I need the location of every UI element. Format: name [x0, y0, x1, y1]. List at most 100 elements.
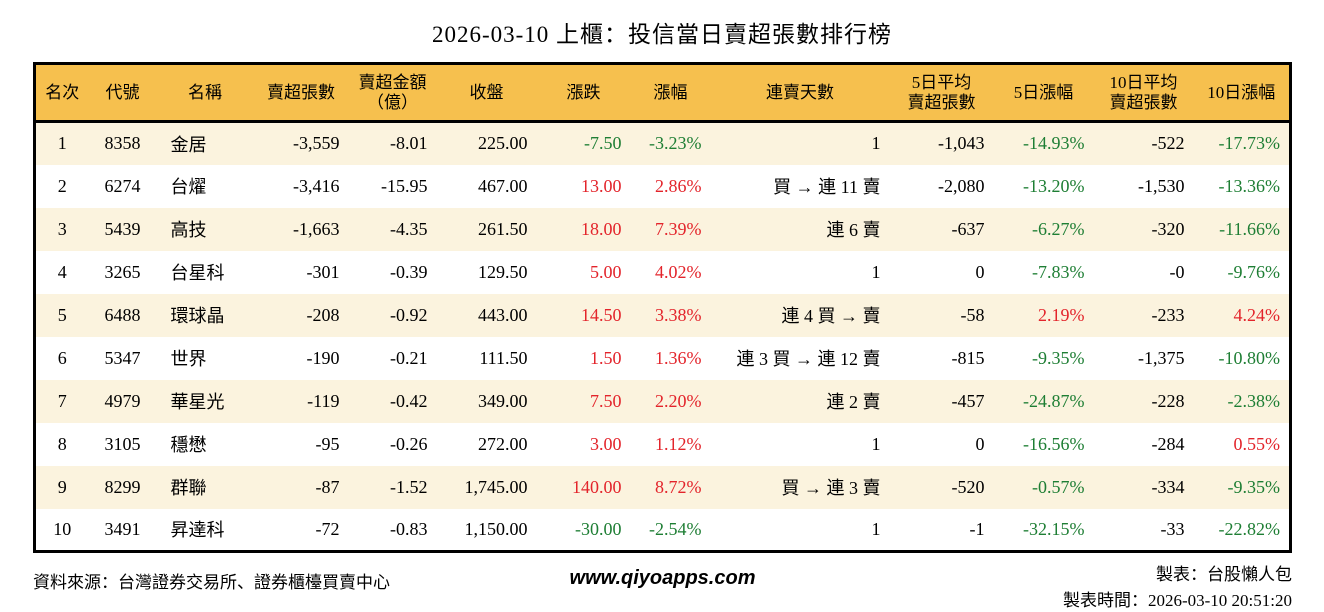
cell-net_sell: -1,663: [293, 218, 340, 239]
cell-pct10: -22.82%: [1218, 518, 1281, 539]
cell-change_pct: 1.36%: [655, 347, 702, 368]
cell-avg5: 0: [975, 433, 985, 454]
website-url: www.qiyoapps.com: [569, 567, 756, 589]
cell-name: 環球晶: [170, 306, 225, 326]
table-header: 名次 代號 名稱 賣超張數 賣超金額 （億） 收盤 漲跌 漲幅 連賣天數 5日平均 賣超張數 5日漲幅 1…: [34, 63, 1291, 123]
cell-close: 111.50: [479, 347, 528, 368]
cell-change_pct: 3.38%: [655, 304, 702, 325]
cell-amount: -0.42: [390, 390, 428, 411]
cell-name: 高技: [170, 220, 207, 240]
cell-change: 7.50: [590, 390, 622, 411]
cell-amount: -15.95: [381, 175, 428, 196]
column-header-change_pct: 漲幅: [630, 63, 711, 123]
cell-pct5: -24.87%: [1023, 390, 1085, 411]
cell-rank: 7: [57, 390, 67, 411]
cell-pct5: -7.83%: [1032, 261, 1085, 282]
cell-pct5: -9.35%: [1032, 347, 1085, 368]
cell-amount: -0.39: [390, 261, 428, 282]
cell-streak: 1: [871, 133, 881, 154]
cell-streak: 1: [871, 518, 881, 539]
cell-close: 261.50: [478, 218, 528, 239]
cell-amount: -4.35: [390, 218, 428, 239]
cell-code: 3105: [104, 433, 141, 454]
cell-close: 225.00: [478, 133, 528, 154]
cell-code: 6488: [104, 304, 141, 325]
cell-close: 272.00: [478, 433, 528, 454]
cell-change: 5.00: [590, 261, 622, 282]
cell-close: 1,745.00: [464, 476, 528, 497]
cell-change: 13.00: [581, 175, 622, 196]
cell-change: 1.50: [590, 347, 622, 368]
cell-pct10: -13.36%: [1218, 175, 1281, 196]
cell-name: 金居: [170, 134, 207, 155]
cell-net_sell: -87: [315, 476, 340, 497]
cell-amount: -0.21: [390, 347, 428, 368]
cell-change_pct: 2.20%: [655, 390, 702, 411]
cell-avg5: 0: [975, 261, 985, 282]
cell-close: 349.00: [478, 390, 528, 411]
column-header-rank: 名次: [34, 63, 89, 123]
cell-amount: -1.52: [390, 476, 428, 497]
cell-close: 1,150.00: [464, 518, 528, 539]
cell-pct10: -9.76%: [1227, 261, 1281, 282]
table-row: 6 5347 世界 -190 -0.21 111.50 1.50 1.36% 連 3 買 → 連…: [34, 336, 1291, 380]
cell-pct5: -14.93%: [1023, 133, 1085, 154]
column-header-pct5: 5日漲幅: [993, 63, 1094, 123]
cell-code: 8358: [104, 133, 141, 154]
table-row: 8 3105 穩懋 -95 -0.26 272.00 3.00 1.12% 1 0 -16.56% -…: [34, 422, 1291, 466]
cell-name: 台燿: [170, 177, 207, 197]
table-row: 3 5439 高技 -1,663 -4.35 261.50 18.00 7.39% 連 6 賣 -…: [34, 207, 1291, 251]
column-header-streak: 連賣天數: [710, 63, 890, 123]
cell-streak: 買 → 連 11 賣: [773, 177, 881, 197]
cell-change_pct: 1.12%: [655, 433, 702, 454]
cell-change: -7.50: [584, 133, 622, 154]
column-header-pct10: 10日漲幅: [1193, 63, 1291, 123]
cell-avg10: -228: [1151, 390, 1185, 411]
column-header-name: 名稱: [156, 63, 254, 123]
cell-pct10: -9.35%: [1227, 476, 1281, 497]
table-row: 5 6488 環球晶 -208 -0.92 443.00 14.50 3.38% 連 4 買 →…: [34, 293, 1291, 337]
cell-close: 443.00: [478, 304, 528, 325]
cell-name: 昇達科: [170, 520, 225, 541]
cell-amount: -8.01: [390, 133, 428, 154]
cell-rank: 5: [57, 304, 67, 325]
cell-streak: 連 4 買 → 賣: [781, 306, 881, 326]
cell-amount: -0.26: [390, 433, 428, 454]
cell-avg5: -58: [960, 304, 985, 325]
cell-change: 140.00: [572, 476, 622, 497]
footer: 資料來源：台灣證券交易所、證券櫃檯買賣中心 www.qiyoapps.com 製…: [33, 562, 1292, 612]
cell-avg5: -2,080: [938, 175, 985, 196]
cell-change_pct: 7.39%: [655, 218, 702, 239]
cell-avg5: -1,043: [938, 133, 985, 154]
cell-pct5: -13.20%: [1023, 175, 1085, 196]
table-row: 9 8299 群聯 -87 -1.52 1,745.00 140.00 8.72% 買 → 連 …: [34, 465, 1291, 509]
cell-close: 129.50: [478, 261, 528, 282]
maker-note: 製表：台股懶人包: [1156, 565, 1292, 584]
cell-code: 8299: [104, 476, 141, 497]
cell-pct10: 4.24%: [1233, 304, 1281, 325]
cell-name: 群聯: [170, 478, 207, 498]
column-header-code: 代號: [88, 63, 157, 123]
cell-change_pct: 4.02%: [655, 261, 702, 282]
ranking-table: 名次 代號 名稱 賣超張數 賣超金額 （億） 收盤 漲跌 漲幅 連賣天數 5日平均 賣超張數 5日漲幅 1…: [33, 62, 1292, 553]
cell-name: 華星光: [170, 392, 225, 412]
cell-avg5: -457: [951, 390, 985, 411]
table-row: 1 8358 金居 -3,559 -8.01 225.00 -7.50 -3.23% 1 -1,0…: [34, 121, 1291, 165]
table-row: 7 4979 華星光 -119 -0.42 349.00 7.50 2.20% 連 2 賣 -45…: [34, 379, 1291, 423]
cell-streak: 1: [871, 433, 881, 454]
table-row: 4 3265 台星科 -301 -0.39 129.50 5.00 4.02% 1 0 -7.83%…: [34, 250, 1291, 294]
cell-avg5: -815: [951, 347, 985, 368]
table-row: 10 3491 昇達科 -72 -0.83 1,150.00 -30.00 -2.54% 1 -1…: [34, 508, 1291, 552]
cell-pct10: -11.66%: [1219, 218, 1280, 239]
data-source-note: 資料來源：台灣證券交易所、證券櫃檯買賣中心: [33, 573, 390, 592]
cell-amount: -0.92: [390, 304, 428, 325]
cell-avg10: -33: [1160, 518, 1185, 539]
cell-code: 3265: [104, 261, 141, 282]
cell-net_sell: -208: [306, 304, 340, 325]
cell-rank: 4: [57, 261, 67, 282]
cell-net_sell: -301: [306, 261, 340, 282]
cell-rank: 9: [57, 476, 67, 497]
cell-rank: 2: [57, 175, 67, 196]
header-row: 名次 代號 名稱 賣超張數 賣超金額 （億） 收盤 漲跌 漲幅 連賣天數 5日平均 賣超張數 5日漲幅 1…: [34, 63, 1291, 123]
column-header-change: 漲跌: [536, 63, 631, 123]
